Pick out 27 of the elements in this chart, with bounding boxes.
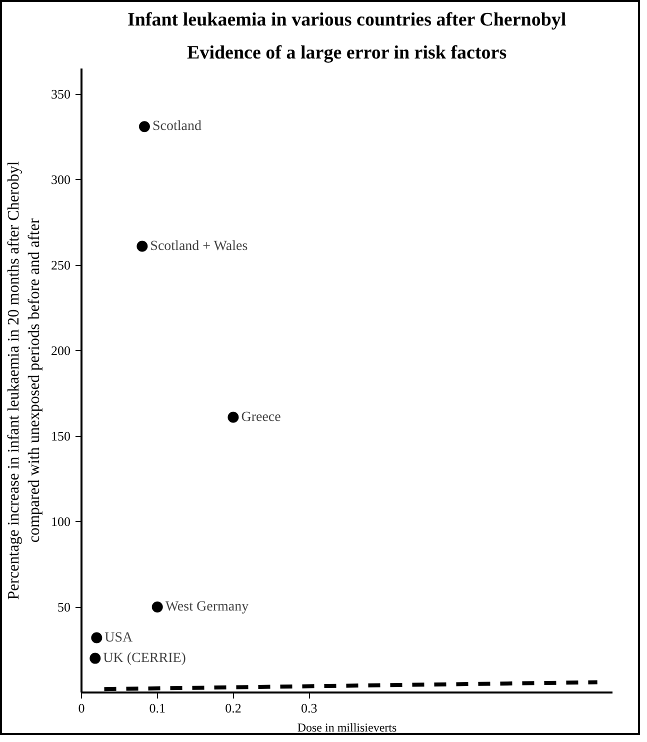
x-tick-label: 0.3: [300, 700, 318, 716]
point: [136, 240, 148, 252]
y-tick-label: 150: [51, 428, 70, 444]
point: [90, 652, 101, 664]
annotation: West Germany: [165, 600, 249, 615]
y-tick-label: 100: [51, 514, 70, 530]
y-axis-title: Percentage increase in infant leukaemia in 20 months after Cherobyl compared with unexposed periods before and after: [6, 160, 43, 600]
point: [228, 412, 239, 423]
x-axis-title: Dose in millisieverts: [297, 720, 397, 734]
y-tick-label: 350: [51, 86, 70, 102]
y-tick-label: 200: [51, 343, 70, 358]
y-tick-label: 250: [51, 258, 70, 273]
x-tick-label: 0: [78, 700, 85, 716]
x-tick-label: 0.2: [225, 700, 242, 716]
x-tick-label: 0.1: [149, 700, 166, 716]
annotation: USA: [104, 630, 134, 646]
annotation: Scotland + Wales: [150, 238, 248, 254]
point: [91, 632, 102, 644]
annotation: Scotland: [152, 119, 202, 134]
chart-subtitle: Evidence of a large error in risk factors: [187, 42, 507, 64]
y-tick-label: 50: [58, 600, 70, 615]
chart-title: Infant leukaemia in various countries after Chernobyl: [127, 10, 566, 30]
point: [138, 121, 150, 132]
point: [152, 602, 163, 613]
y-tick-label: 300: [51, 172, 70, 188]
annotation: UK (CERRIE): [103, 650, 186, 666]
annotation: Greece: [241, 410, 281, 425]
